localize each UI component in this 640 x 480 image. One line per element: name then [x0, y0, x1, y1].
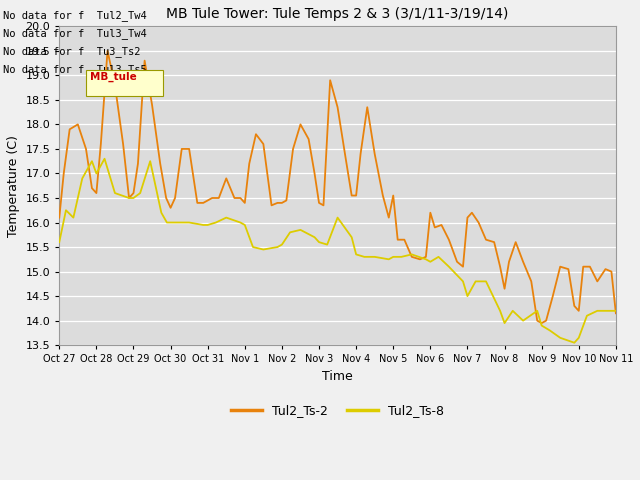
Title: MB Tule Tower: Tule Temps 2 & 3 (3/1/11-3/19/14): MB Tule Tower: Tule Temps 2 & 3 (3/1/11-…	[166, 7, 509, 21]
Text: No data for f  Tul3_Tw4: No data for f Tul3_Tw4	[3, 28, 147, 39]
Text: No data for f  Tul3_Ts5: No data for f Tul3_Ts5	[3, 64, 147, 75]
X-axis label: Time: Time	[322, 370, 353, 383]
Legend: Tul2_Ts-2, Tul2_Ts-8: Tul2_Ts-2, Tul2_Ts-8	[226, 399, 449, 422]
Text: MB_tule: MB_tule	[90, 72, 136, 82]
Y-axis label: Temperature (C): Temperature (C)	[7, 135, 20, 237]
Text: No data for f  Tul2_Tw4: No data for f Tul2_Tw4	[3, 10, 147, 21]
Text: No data for f  Tu3_Ts2: No data for f Tu3_Ts2	[3, 46, 141, 57]
